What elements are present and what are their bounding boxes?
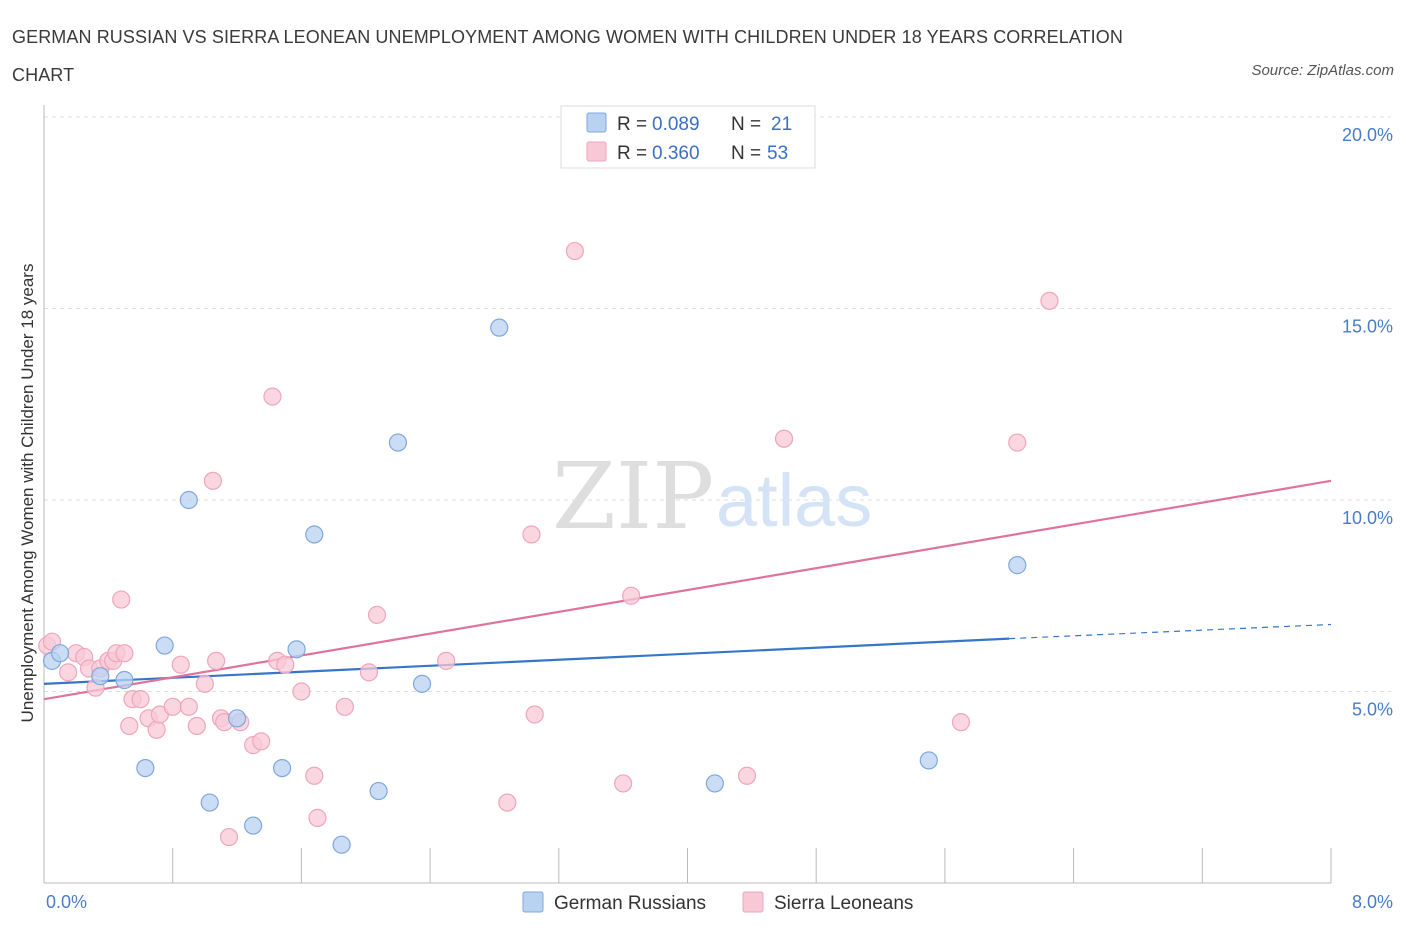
watermark: ZIP atlas <box>552 443 872 550</box>
point-sierra-leoneans-47 <box>622 586 641 605</box>
bottom-legend-swatch-german-russians <box>522 891 544 913</box>
point-sierra-leoneans-34 <box>276 655 295 674</box>
point-sierra-leoneans-46 <box>614 774 633 793</box>
grid-lines <box>44 116 1391 692</box>
point-german-russians-3 <box>136 758 155 778</box>
point-german-russians-4 <box>155 636 174 655</box>
point-sierra-leoneans-35 <box>292 682 311 701</box>
data-points <box>38 241 1059 854</box>
point-sierra-leoneans-22 <box>187 716 206 736</box>
point-sierra-leoneans-17 <box>147 720 166 739</box>
point-sierra-leoneans-42 <box>498 793 517 812</box>
top-legend: R = 0.089 N = 21 R = 0.360 N = 53 <box>560 105 816 169</box>
y-axis-title: Unemployment Among Women with Children U… <box>18 264 37 723</box>
point-german-russians-13 <box>369 781 388 801</box>
watermark-atlas: atlas <box>716 459 872 542</box>
point-german-russians-9 <box>272 758 292 778</box>
point-sierra-leoneans-45 <box>565 241 584 261</box>
x-tick-label-1: 8.0% <box>1352 892 1393 912</box>
legend-n-label-2: N = <box>731 143 761 164</box>
point-german-russians-19 <box>1008 556 1027 575</box>
point-sierra-leoneans-23 <box>195 674 214 693</box>
point-sierra-leoneans-38 <box>335 697 354 716</box>
point-german-russians-14 <box>388 433 408 452</box>
point-sierra-leoneans-19 <box>163 697 182 716</box>
tick-labels: 5.0% 10.0% 15.0% 20.0% 0.0% 8.0% <box>46 125 1393 912</box>
legend-r-value-2: 0.360 <box>652 143 700 164</box>
point-german-russians-5 <box>179 490 198 510</box>
point-sierra-leoneans-31 <box>252 732 271 751</box>
point-sierra-leoneans-20 <box>171 655 190 674</box>
point-sierra-leoneans-37 <box>308 808 327 827</box>
point-sierra-leoneans-36 <box>305 766 324 785</box>
point-sierra-leoneans-2 <box>59 663 78 682</box>
x-tick-label-0: 0.0% <box>46 892 87 912</box>
legend-r-label-1: R = <box>617 114 647 135</box>
point-sierra-leoneans-28 <box>219 827 239 847</box>
source-label: Source: ZipAtlas.com <box>1251 62 1394 79</box>
bottom-legend-swatch-sierra-leoneans <box>742 891 764 913</box>
point-sierra-leoneans-43 <box>522 525 541 544</box>
point-german-russians-10 <box>287 640 306 659</box>
point-german-russians-15 <box>412 674 432 693</box>
bottom-legend-label-german-russians: German Russians <box>554 893 706 914</box>
point-sierra-leoneans-48 <box>737 766 757 785</box>
y-tick-label-3: 20.0% <box>1342 125 1393 145</box>
y-tick-label-2: 15.0% <box>1342 317 1393 337</box>
legend-swatch-german-russians <box>586 112 607 133</box>
point-german-russians-6 <box>200 793 219 812</box>
watermark-zip: ZIP <box>552 443 714 550</box>
trend-line-german-russians-extension <box>1009 623 1332 640</box>
point-german-russians-11 <box>305 525 324 544</box>
point-sierra-leoneans-25 <box>207 651 226 670</box>
point-sierra-leoneans-40 <box>367 605 387 625</box>
legend-n-value-2: 53 <box>767 143 788 164</box>
point-german-russians-12 <box>332 835 351 854</box>
point-german-russians-8 <box>244 816 263 835</box>
chart-title: GERMAN RUSSIAN VS SIERRA LEONEAN UNEMPLO… <box>12 27 1123 85</box>
point-german-russians-18 <box>919 751 938 770</box>
y-tick-label-1: 10.0% <box>1342 508 1393 528</box>
y-tick-label-0: 5.0% <box>1352 700 1393 720</box>
trend-line-sierra-leoneans <box>43 479 1332 701</box>
point-german-russians-17 <box>705 774 724 793</box>
point-sierra-leoneans-15 <box>131 690 150 709</box>
point-german-russians-2 <box>115 670 134 690</box>
axes <box>43 105 1332 884</box>
svg-text:R =: R = <box>617 114 647 135</box>
point-sierra-leoneans-14 <box>112 590 131 609</box>
bottom-legend: German Russians Sierra Leoneans <box>522 891 913 914</box>
point-sierra-leoneans-13 <box>120 716 139 736</box>
point-german-russians-16 <box>490 318 509 337</box>
point-sierra-leoneans-24 <box>203 471 223 490</box>
point-sierra-leoneans-32 <box>263 387 282 406</box>
point-sierra-leoneans-49 <box>774 429 794 448</box>
point-sierra-leoneans-44 <box>525 705 544 724</box>
legend-swatch-sierra-leoneans <box>586 141 607 162</box>
point-german-russians-7 <box>227 709 247 728</box>
point-sierra-leoneans-50 <box>951 713 971 732</box>
point-sierra-leoneans-51 <box>1008 433 1027 452</box>
point-sierra-leoneans-39 <box>359 663 379 682</box>
bottom-legend-label-sierra-leoneans: Sierra Leoneans <box>774 893 913 914</box>
point-sierra-leoneans-41 <box>437 651 456 670</box>
legend-n-value-1: 21 <box>771 114 792 135</box>
point-german-russians-1 <box>91 667 110 686</box>
point-german-russians-20 <box>50 644 70 663</box>
point-sierra-leoneans-21 <box>179 697 198 716</box>
point-sierra-leoneans-11 <box>115 644 134 663</box>
legend-r-label-2: R = <box>617 143 647 164</box>
legend-n-label-1: N = <box>731 114 761 135</box>
point-sierra-leoneans-52 <box>1040 291 1059 310</box>
legend-r-value-1: 0.089 <box>652 114 700 135</box>
